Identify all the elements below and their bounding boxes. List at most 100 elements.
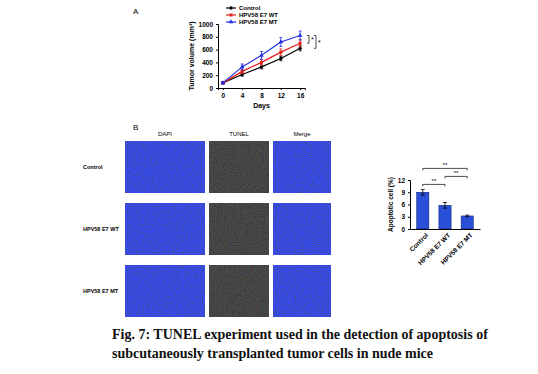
- y-tick: 600: [202, 46, 218, 53]
- plot-marks: [221, 31, 303, 85]
- legend-marker: [229, 6, 232, 9]
- x-tick-label: 8: [260, 92, 264, 99]
- x-axis: ControlHPV58 E7 WTHPV58 E7 MT: [408, 229, 481, 266]
- y-tick-mark: [216, 24, 218, 25]
- y-tick-mark: [216, 62, 218, 63]
- y-axis: 02004006008001000: [199, 21, 219, 92]
- series-line: [223, 36, 300, 83]
- x-tick: 12: [278, 88, 286, 99]
- significance-bracket: [423, 184, 445, 186]
- x-tick-label: HPV58 E7 MT: [439, 231, 473, 265]
- y-tick: 1000: [199, 21, 218, 28]
- y-tick: 6: [401, 201, 410, 208]
- y-tick-label: 400: [202, 59, 213, 66]
- column-header: DAPI: [158, 131, 172, 137]
- y-tick-mark: [216, 50, 218, 51]
- legend-label: HPV58 E7 MT: [239, 19, 278, 25]
- micrograph: [125, 141, 205, 193]
- row-label: Control: [83, 164, 103, 170]
- y-tick-label: 3: [401, 213, 405, 220]
- bar: [417, 192, 429, 229]
- y-tick-mark: [408, 229, 410, 230]
- legend-line: [226, 14, 236, 15]
- marker: [221, 80, 226, 84]
- y-tick: 800: [202, 33, 218, 40]
- error-bar: [241, 64, 244, 70]
- x-tick: Control: [408, 229, 429, 253]
- significance-label: *: [318, 39, 321, 46]
- x-tick-label: 0: [222, 92, 226, 99]
- legend-marker: [230, 14, 233, 17]
- marker: [279, 51, 282, 54]
- micrograph: [125, 265, 205, 317]
- axis-line: [219, 89, 306, 91]
- y-tick-mark: [408, 217, 410, 218]
- significance-bracket: [445, 176, 467, 178]
- x-tick-mark: [300, 88, 301, 90]
- series: [221, 40, 301, 85]
- y-tick: 0: [401, 226, 410, 233]
- significance-label: **: [432, 178, 437, 184]
- series: [221, 31, 303, 84]
- x-tick-label: 16: [297, 92, 305, 99]
- x-axis-title: Days: [253, 102, 270, 110]
- column-header: Merge: [293, 131, 311, 137]
- legend: ControlHPV58 E7 WTHPV58 E7 MT: [226, 5, 278, 25]
- error-bar: [443, 202, 447, 208]
- bar: [461, 216, 473, 229]
- marker: [279, 39, 284, 43]
- y-tick-label: 200: [202, 72, 213, 79]
- y-tick-mark: [408, 180, 410, 181]
- y-axis: 0 3 6 9 12: [398, 177, 411, 233]
- axis-line: [408, 181, 411, 230]
- y-tick-label: 600: [202, 46, 213, 53]
- error-bar: [421, 189, 425, 195]
- plot-marks: [417, 189, 474, 229]
- legend-label: Control: [239, 5, 261, 11]
- y-tick: 200: [202, 72, 218, 79]
- caption: subcutaneously transplanted tumor cells …: [112, 346, 433, 361]
- axis-line: [216, 25, 219, 89]
- significance-label: **: [443, 162, 448, 168]
- bar: [439, 205, 451, 229]
- y-tick-label: 9: [401, 189, 405, 196]
- y-tick-label: 6: [401, 201, 405, 208]
- panel-label: A: [133, 7, 139, 16]
- marker: [221, 81, 224, 84]
- legend-marker: [229, 19, 234, 23]
- x-tick-mark: [262, 88, 263, 90]
- y-tick-label: 800: [202, 33, 213, 40]
- x-tick: 0: [222, 88, 226, 99]
- figure: AB048121602004006008001000DaysTumor volu…: [0, 0, 538, 374]
- series-line: [223, 43, 300, 83]
- image-grid: DAPITUNELMergeControlHPV58 E7 WTHPV58 E7…: [83, 131, 331, 317]
- y-tick-label: 0: [401, 226, 405, 233]
- x-tick-mark: [242, 88, 243, 90]
- x-tick-mark: [223, 88, 224, 90]
- y-tick-label: 12: [398, 177, 406, 184]
- significance-bracket: [423, 168, 467, 170]
- error-bar: [260, 52, 263, 60]
- error-bar: [279, 37, 282, 46]
- x-tick: HPV58 E7 MT: [439, 229, 473, 266]
- x-tick: 8: [260, 88, 264, 99]
- micrograph: [209, 265, 269, 317]
- micrograph: [273, 203, 331, 255]
- marker: [298, 33, 303, 37]
- x-tick-label: Control: [408, 231, 429, 252]
- marker: [298, 47, 301, 50]
- micrograph: [273, 265, 331, 317]
- significance-label: **: [454, 170, 459, 176]
- x-tick: 4: [241, 88, 245, 99]
- y-tick-label: 1000: [199, 21, 214, 28]
- panel-label: B: [133, 123, 138, 132]
- micrograph: [209, 141, 269, 193]
- marker: [241, 70, 244, 73]
- error-bar: [260, 60, 263, 66]
- error-bar: [279, 56, 282, 60]
- legend-label: HPV58 E7 WT: [239, 12, 278, 18]
- error-bar: [299, 31, 302, 40]
- line-chart: 048121602004006008001000DaysTumor volume…: [188, 5, 321, 110]
- significance-bracket: [314, 36, 316, 49]
- x-tick-mark: [281, 88, 282, 90]
